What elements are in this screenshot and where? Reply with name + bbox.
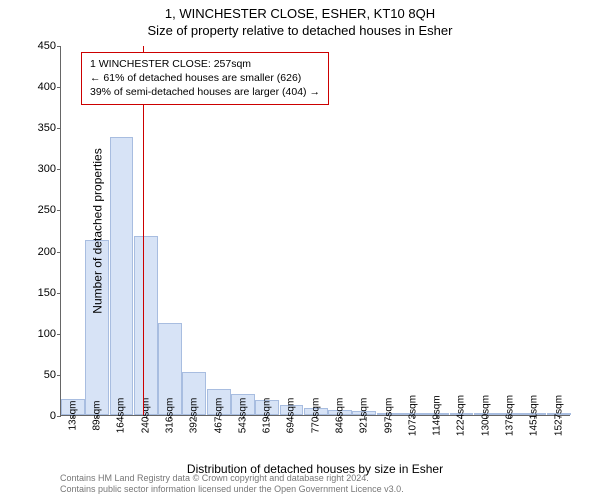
y-tick-mark: [57, 169, 61, 170]
y-tick-label: 200: [26, 246, 56, 258]
page-title-line1: 1, WINCHESTER CLOSE, ESHER, KT10 8QH: [0, 0, 600, 21]
x-tick-label: 619sqm: [262, 398, 273, 434]
x-tick-label: 89sqm: [92, 400, 103, 430]
histogram-bar: [134, 236, 158, 415]
x-tick-label: 1224sqm: [456, 395, 467, 436]
y-tick-mark: [57, 416, 61, 417]
y-tick-label: 150: [26, 287, 56, 299]
y-tick-mark: [57, 46, 61, 47]
y-tick-label: 400: [26, 81, 56, 93]
annotation-line2: ← 61% of detached houses are smaller (62…: [90, 71, 320, 85]
y-tick-label: 0: [26, 410, 56, 422]
x-tick-label: 13sqm: [67, 400, 78, 430]
y-tick-mark: [57, 87, 61, 88]
x-tick-label: 1073sqm: [407, 395, 418, 436]
x-tick-label: 921sqm: [359, 398, 370, 434]
x-tick-label: 694sqm: [286, 398, 297, 434]
y-tick-label: 350: [26, 122, 56, 134]
plot-area: 05010015020025030035040045013sqm89sqm164…: [60, 46, 570, 416]
x-tick-label: 1300sqm: [480, 395, 491, 436]
annotation-line1: 1 WINCHESTER CLOSE: 257sqm: [90, 57, 320, 71]
y-tick-label: 100: [26, 328, 56, 340]
x-tick-label: 846sqm: [335, 398, 346, 434]
x-tick-label: 392sqm: [189, 398, 200, 434]
y-tick-label: 450: [26, 40, 56, 52]
x-tick-label: 240sqm: [140, 398, 151, 434]
x-tick-label: 467sqm: [213, 398, 224, 434]
page-title-line2: Size of property relative to detached ho…: [0, 21, 600, 38]
x-tick-label: 997sqm: [383, 398, 394, 434]
y-tick-mark: [57, 293, 61, 294]
annotation-line3: 39% of semi-detached houses are larger (…: [90, 85, 320, 99]
y-tick-label: 250: [26, 204, 56, 216]
footer-line2: Contains public sector information licen…: [60, 484, 404, 496]
footer-attribution: Contains HM Land Registry data © Crown c…: [60, 473, 404, 496]
x-tick-label: 1376sqm: [505, 395, 516, 436]
chart-container: 05010015020025030035040045013sqm89sqm164…: [60, 46, 570, 416]
x-tick-label: 770sqm: [310, 398, 321, 434]
x-tick-label: 1451sqm: [529, 395, 540, 436]
histogram-bar: [110, 137, 134, 415]
y-tick-label: 50: [26, 369, 56, 381]
y-tick-mark: [57, 375, 61, 376]
x-tick-label: 316sqm: [165, 398, 176, 434]
x-tick-label: 164sqm: [116, 398, 127, 434]
y-tick-mark: [57, 334, 61, 335]
y-tick-label: 300: [26, 163, 56, 175]
x-tick-label: 1149sqm: [432, 395, 443, 435]
y-tick-mark: [57, 252, 61, 253]
y-axis-label: Number of detached properties: [91, 148, 105, 313]
footer-line1: Contains HM Land Registry data © Crown c…: [60, 473, 404, 485]
x-tick-label: 543sqm: [237, 398, 248, 434]
y-tick-mark: [57, 128, 61, 129]
annotation-box: 1 WINCHESTER CLOSE: 257sqm← 61% of detac…: [81, 52, 329, 105]
x-tick-label: 1527sqm: [553, 395, 564, 436]
y-tick-mark: [57, 210, 61, 211]
